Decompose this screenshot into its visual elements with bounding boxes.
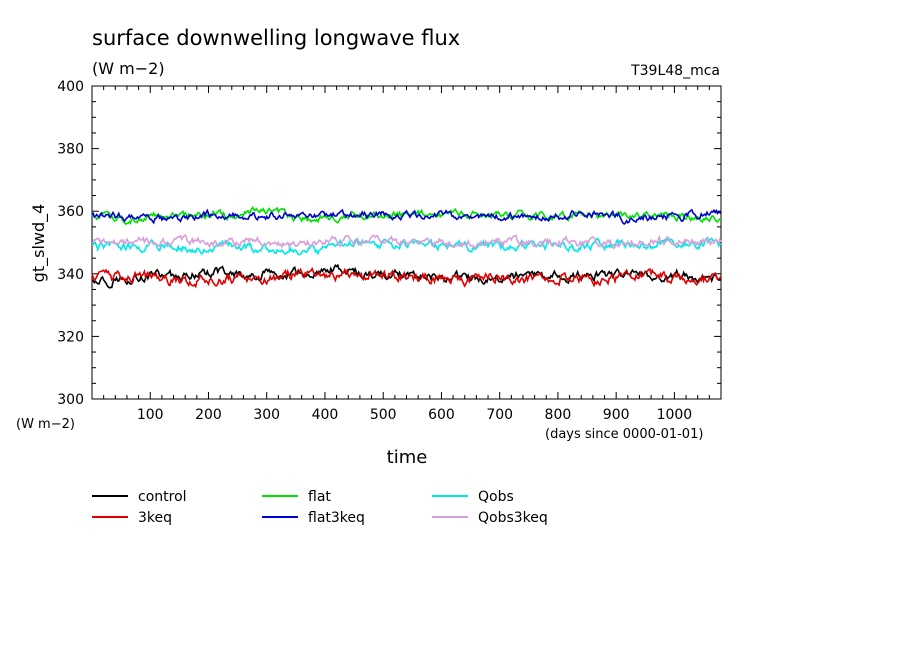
y-tick-label: 380: [57, 142, 84, 158]
series-line-flat3keq: [91, 208, 722, 226]
x-tick-label: 300: [253, 407, 280, 423]
y-axis-label: gt_slwd_4: [29, 204, 49, 283]
y-tick-label: 400: [57, 79, 84, 95]
y-tick-label: 340: [57, 267, 84, 283]
x-tick-label: 400: [312, 407, 339, 423]
x-tick-label: 600: [428, 407, 455, 423]
x-tick-label: 100: [137, 407, 164, 423]
series-line-qobs3keq: [91, 233, 722, 250]
y-tick-label: 320: [57, 329, 84, 345]
legend-label-qobs: Qobs: [478, 489, 514, 505]
legend-label-control: control: [138, 489, 187, 505]
series-line-qobs: [91, 236, 722, 256]
y-tick-label: 360: [57, 204, 84, 220]
plot-area: [91, 205, 722, 289]
y-axis: 300 320 340 360 380 400: [57, 79, 721, 408]
x-axis-label: time: [387, 447, 428, 468]
series-line-control: [91, 263, 722, 289]
legend-label-flat: flat: [308, 489, 331, 505]
legend-label-qobs3keq: Qobs3keq: [478, 510, 548, 526]
x-axis-unit: (days since 0000-01-01): [545, 427, 703, 442]
y-tick-label: 300: [57, 392, 84, 408]
x-tick-label: 700: [486, 407, 513, 423]
x-axis: 100 200 300 400 500 600 700 800 900 1000: [103, 86, 710, 423]
y-axis-unit: (W m−2): [16, 417, 75, 432]
series-line-3keq: [91, 266, 722, 289]
x-tick-label: 500: [370, 407, 397, 423]
x-tick-label: 1000: [657, 407, 693, 423]
x-tick-label: 900: [603, 407, 630, 423]
run-label: T39L48_mca: [630, 63, 720, 79]
legend-label-flat3keq: flat3keq: [308, 510, 365, 526]
x-tick-label: 800: [545, 407, 572, 423]
x-tick-label: 200: [195, 407, 222, 423]
legend-label-3keq: 3keq: [138, 510, 172, 526]
chart-title: surface downwelling longwave flux: [92, 26, 460, 50]
chart-subtitle: (W m−2): [92, 59, 165, 78]
legend: control 3keq flat flat3keq Qobs Qobs3keq: [92, 489, 548, 526]
